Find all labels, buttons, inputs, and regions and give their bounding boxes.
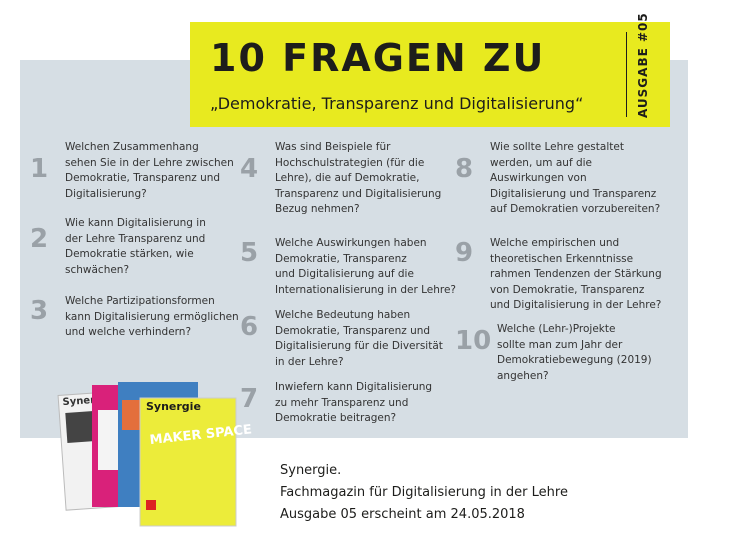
footer: Synergie. Fachmagazin für Digitalisierung…: [280, 460, 568, 526]
question-number: 5: [240, 238, 259, 268]
question-line: Demokratie stärken, wie: [65, 248, 194, 260]
question: Welche Partizipationsformen kann Digitali…: [65, 294, 239, 341]
question-line: kann Digitalisierung ermöglichen: [65, 310, 239, 323]
question-line: Welche Auswirkungen haben: [275, 237, 427, 249]
footer-line: Fachmagazin für Digitalisierung in der L…: [280, 485, 568, 500]
question-line: Demokratie, Transparenz und: [65, 172, 221, 184]
question: Welchen Zusammenhang sehen Sie in der Leh…: [65, 140, 234, 202]
header-box: 10 FRAGEN ZU „Demokratie, Transparenz un…: [190, 12, 670, 127]
question-number: 8: [455, 154, 474, 184]
question-number: 2: [30, 224, 49, 254]
magazine-covers: Synergie Synergie MAKER SPACE: [57, 382, 253, 527]
issue: AUSGABE #05: [636, 12, 650, 118]
question-number: 7: [240, 384, 259, 414]
question-line: Demokratie, Transparenz: [275, 252, 407, 265]
question-line: und Digitalisierung in der Lehre?: [490, 299, 662, 311]
question-line: werden, um auf die: [490, 156, 593, 169]
question-line: Demokratiebewegung (2019): [497, 354, 652, 366]
question-number: 6: [240, 312, 259, 342]
question-number: 3: [30, 296, 49, 326]
question-line: und welche verhindern?: [65, 326, 192, 338]
question: Welche (Lehr-)Projekte sollte man zum Jah…: [497, 322, 652, 384]
question-line: Lehre), die auf Demokratie,: [275, 172, 420, 184]
question-line: auf Demokratien vorzubereiten?: [490, 203, 661, 215]
question-line: Welche Partizipationsformen: [65, 295, 215, 307]
footer-line: Ausgabe 05 erscheint am 24.05.2018: [280, 507, 525, 522]
question: Inwiefern kann Digitalisierung zu mehr Tr…: [275, 380, 432, 427]
question-line: Wie sollte Lehre gestaltet: [490, 141, 624, 153]
question-line: von Demokratie, Transparenz: [490, 283, 645, 296]
question-line: Transparenz und Digitalisierung: [275, 187, 442, 200]
question-line: theoretischen Erkenntnisse: [490, 252, 634, 265]
question-line: Welche empirischen und: [490, 237, 620, 249]
question-number: 4: [240, 154, 259, 184]
footer-line: Synergie.: [280, 463, 342, 478]
question-line: sehen Sie in der Lehre zwischen: [65, 156, 234, 169]
question-number: 10: [455, 326, 492, 356]
question: Wie kann Digitalisierung in der Lehre Tra…: [65, 216, 206, 278]
question-line: Digitalisierung und Transparenz: [490, 187, 657, 200]
question-number: 1: [30, 154, 49, 184]
question-line: Welche (Lehr-)Projekte: [497, 323, 616, 335]
question-line: Bezug nehmen?: [275, 203, 360, 215]
question: Was sind Beispiele für Hochschulstrategie…: [275, 140, 441, 218]
question-line: Internationalisierung in der Lehre?: [275, 283, 456, 296]
question-line: Digitalisierung?: [65, 187, 147, 200]
question-line: und Digitalisierung auf die: [275, 268, 414, 280]
question-line: der Lehre Transparenz und: [65, 232, 206, 245]
question-line: Welchen Zusammenhang: [65, 141, 199, 153]
question-line: Wie kann Digitalisierung in: [65, 217, 206, 229]
question-line: in der Lehre?: [275, 355, 344, 368]
question-line: Inwiefern kann Digitalisierung: [275, 381, 433, 393]
question: Wie sollte Lehre gestaltet werden, um auf…: [490, 140, 660, 218]
question-line: rahmen Tendenzen der Stärkung: [490, 268, 662, 280]
question-line: Auswirkungen von: [490, 172, 587, 184]
question: Welche Bedeutung haben Demokratie, Transp…: [275, 308, 443, 370]
cover-title: Synergie: [146, 400, 201, 413]
question-line: angehen?: [497, 369, 549, 382]
question-line: schwächen?: [65, 263, 130, 276]
question-number: 9: [455, 238, 474, 268]
question-line: Demokratie, Transparenz und: [275, 324, 431, 337]
question-line: Was sind Beispiele für: [275, 141, 391, 153]
question-line: Demokratie beitragen?: [275, 412, 397, 424]
question-line: sollte man zum Jahr der: [497, 338, 623, 351]
question: Welche empirischen und theoretischen Erke…: [490, 236, 662, 314]
question-line: Digitalisierung für die Diversität: [275, 340, 443, 352]
subtitle: „Demokratie, Transparenz und Digitalisie…: [210, 94, 584, 113]
question-line: Hochschulstrategien (für die: [275, 156, 425, 169]
question-line: Welche Bedeutung haben: [275, 309, 411, 321]
divider: [626, 32, 627, 117]
question: Welche Auswirkungen haben Demokratie, Tra…: [275, 236, 456, 298]
question-line: zu mehr Transparenz und: [275, 396, 409, 409]
title: 10 FRAGEN ZU: [210, 36, 546, 80]
